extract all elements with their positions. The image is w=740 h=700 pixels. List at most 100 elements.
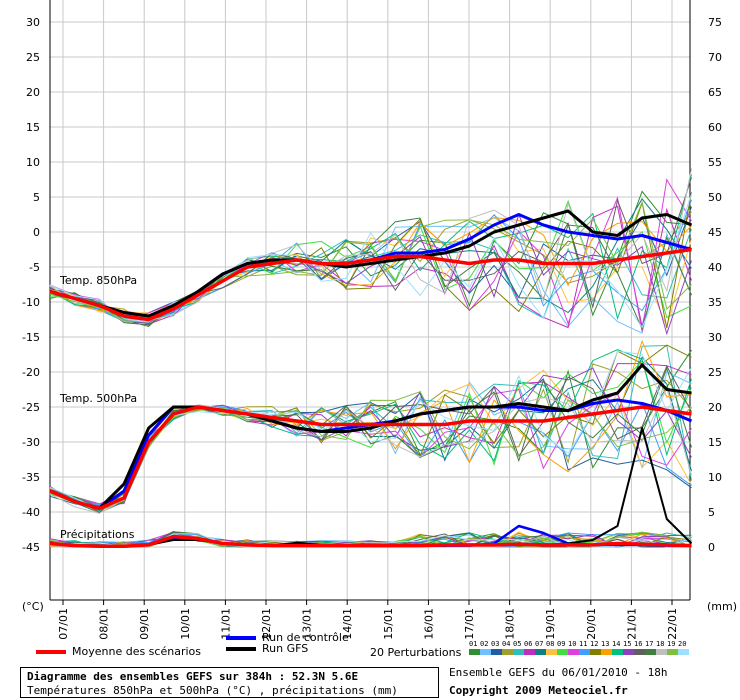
x-tick-label: 21/01 <box>625 608 638 640</box>
right-tick-label: 40 <box>708 261 722 274</box>
perturbation-number: 17 <box>645 640 654 648</box>
perturbation-line-850 <box>49 168 692 322</box>
left-tick-label: -10 <box>22 296 40 309</box>
perturbation-numbers: 01 02 03 04 05 06 07 08 09 10 11 12 13 14 15 16 17 18 19 20 <box>469 640 689 648</box>
left-tick-label: -25 <box>22 401 40 414</box>
legend-control: Run de contrôle <box>226 631 349 644</box>
perturbation-number: 06 <box>524 640 533 648</box>
mean-line-precip <box>49 534 692 549</box>
left-tick-label: -45 <box>22 541 40 554</box>
right-tick-label: 65 <box>708 86 722 99</box>
perturbation-number: 02 <box>480 640 489 648</box>
x-tick-label: 10/01 <box>179 608 192 640</box>
left-tick-label: 30 <box>26 16 40 29</box>
left-tick-label: 20 <box>26 86 40 99</box>
perturbation-number: 05 <box>513 640 522 648</box>
right-tick-label: 10 <box>708 471 722 484</box>
perturbation-number: 14 <box>612 640 621 648</box>
left-tick-label: 0 <box>33 226 40 239</box>
left-tick-label: -15 <box>22 331 40 344</box>
chart-subtitle: Températures 850hPa et 500hPa (°C) , pré… <box>27 684 398 697</box>
perturbation-number: 15 <box>623 640 632 648</box>
perturbation-swatches <box>469 649 689 655</box>
right-tick-label: 5 <box>708 506 715 519</box>
perturbation-number: 10 <box>568 640 577 648</box>
chart-title: Diagramme des ensembles GEFS sur 384h : … <box>27 670 359 683</box>
left-axis-unit: (°C) <box>22 600 44 613</box>
perturbation-number: 08 <box>546 640 555 648</box>
x-axis-ticks: 07/01 08/01 09/01 10/01 11/01 12/01 13/01 14/01… <box>57 608 679 640</box>
x-tick-label: 17/01 <box>463 608 476 640</box>
perturbation-swatch <box>469 649 480 655</box>
right-tick-label: 20 <box>708 401 722 414</box>
left-tick-label: 25 <box>26 51 40 64</box>
perturbation-number: 16 <box>634 640 643 648</box>
perturbation-number: 18 <box>656 640 665 648</box>
perturbation-swatch <box>480 649 491 655</box>
perturbation-number: 01 <box>469 640 478 648</box>
left-tick-label: -40 <box>22 506 40 519</box>
ensemble-info: Ensemble GEFS du 06/01/2010 - 18h <box>449 666 668 679</box>
perturbation-swatch <box>667 649 678 655</box>
left-tick-label: 10 <box>26 156 40 169</box>
left-axis-ticks: 30 25 20 15 10 5 0 -5 -10 -15 -20 -25 -30 -35 -40 -45 <box>22 16 40 554</box>
left-tick-label: -30 <box>22 436 40 449</box>
perturbation-number: 19 <box>667 640 676 648</box>
copyright: Copyright 2009 Meteociel.fr <box>449 684 628 697</box>
perturbation-swatch <box>535 649 546 655</box>
left-tick-label: 15 <box>26 121 40 134</box>
mean-line-500 <box>49 405 692 511</box>
legend-control-label: Run de contrôle <box>262 631 349 644</box>
perturbation-swatch <box>623 649 634 655</box>
legend-mean-label: Moyenne des scénarios <box>72 645 201 658</box>
perturbation-number: 04 <box>502 640 511 648</box>
perturbation-number: 07 <box>535 640 544 648</box>
perturbation-number: 09 <box>557 640 566 648</box>
left-tick-label: -20 <box>22 366 40 379</box>
main-series-lines <box>49 209 693 549</box>
x-tick-label: 19/01 <box>544 608 557 640</box>
perturbation-swatch <box>524 649 535 655</box>
perturbation-number: 11 <box>579 640 588 648</box>
axes <box>49 0 691 605</box>
perturbation-lines <box>49 168 692 548</box>
legend-mean: Moyenne des scénarios <box>36 645 201 658</box>
right-tick-label: 45 <box>708 226 722 239</box>
right-tick-label: 70 <box>708 51 722 64</box>
right-tick-label: 75 <box>708 16 722 29</box>
perturbation-swatch <box>612 649 623 655</box>
perturbation-swatch <box>491 649 502 655</box>
perturbation-swatch <box>634 649 645 655</box>
perturbation-line-500 <box>49 363 692 507</box>
right-tick-label: 30 <box>708 331 722 344</box>
x-tick-label: 20/01 <box>585 608 598 640</box>
right-tick-label: 55 <box>708 156 722 169</box>
panel-label-850: Temp. 850hPa <box>59 274 137 287</box>
perturbation-swatch <box>568 649 579 655</box>
mean-line-850 <box>49 247 692 322</box>
perturbation-swatch <box>656 649 667 655</box>
x-tick-label: 13/01 <box>301 608 314 640</box>
left-tick-label: -5 <box>29 261 40 274</box>
x-tick-label: 16/01 <box>422 608 435 640</box>
perturbations-label: 20 Perturbations <box>370 646 462 659</box>
left-tick-label: 5 <box>33 191 40 204</box>
perturbation-swatch <box>590 649 601 655</box>
x-tick-label: 12/01 <box>260 608 273 640</box>
legend-gfs: Run GFS <box>226 642 308 655</box>
perturbation-swatch <box>502 649 513 655</box>
legend-gfs-label: Run GFS <box>262 642 309 655</box>
x-tick-label: 08/01 <box>98 608 111 640</box>
right-tick-label: 50 <box>708 191 722 204</box>
legend-control-swatch <box>226 636 256 640</box>
perturbation-number: 03 <box>491 640 500 648</box>
x-tick-label: 15/01 <box>382 608 395 640</box>
right-tick-label: 35 <box>708 296 722 309</box>
perturbation-number: 20 <box>678 640 687 648</box>
perturbation-swatch <box>601 649 612 655</box>
perturbation-number: 12 <box>590 640 599 648</box>
perturbation-swatch <box>546 649 557 655</box>
right-tick-label: 25 <box>708 366 722 379</box>
